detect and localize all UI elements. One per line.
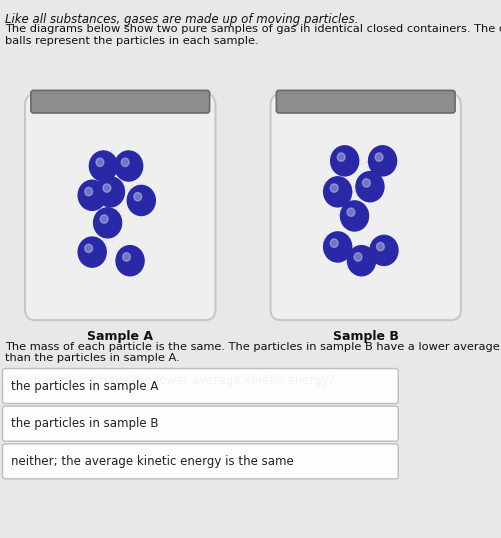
Text: Sample A: Sample A	[87, 330, 153, 343]
Circle shape	[341, 201, 369, 231]
FancyBboxPatch shape	[277, 90, 455, 113]
Circle shape	[348, 246, 376, 276]
FancyBboxPatch shape	[3, 444, 398, 479]
Circle shape	[356, 172, 384, 202]
Circle shape	[370, 235, 398, 265]
Text: Which particles have the lower average kinetic energy?: Which particles have the lower average k…	[5, 374, 335, 387]
Circle shape	[96, 158, 104, 166]
Circle shape	[100, 215, 108, 223]
Circle shape	[78, 180, 106, 210]
Circle shape	[127, 186, 155, 216]
Text: The mass of each particle is the same. The particles in sample B have a lower av: The mass of each particle is the same. T…	[5, 342, 501, 363]
Circle shape	[324, 177, 352, 207]
FancyBboxPatch shape	[3, 369, 398, 404]
Circle shape	[96, 177, 124, 207]
FancyBboxPatch shape	[3, 406, 398, 441]
Circle shape	[331, 146, 359, 176]
Circle shape	[89, 151, 117, 181]
Circle shape	[85, 244, 93, 252]
Text: Like all substances, gases are made up of moving particles.: Like all substances, gases are made up o…	[5, 13, 358, 26]
Circle shape	[330, 184, 338, 192]
Circle shape	[369, 146, 397, 176]
Bar	[45, 103, 195, 113]
Circle shape	[375, 153, 383, 161]
Circle shape	[330, 239, 338, 247]
Circle shape	[116, 246, 144, 276]
Circle shape	[377, 243, 384, 251]
Text: neither; the average kinetic energy is the same: neither; the average kinetic energy is t…	[11, 455, 294, 468]
Text: the particles in sample A: the particles in sample A	[11, 379, 158, 393]
Text: The diagrams below show two pure samples of gas in identical closed containers. : The diagrams below show two pure samples…	[5, 24, 501, 46]
Circle shape	[354, 253, 362, 261]
Circle shape	[121, 158, 129, 166]
Circle shape	[134, 193, 142, 201]
Circle shape	[324, 232, 352, 262]
Circle shape	[123, 253, 130, 261]
Circle shape	[78, 237, 106, 267]
Circle shape	[337, 153, 345, 161]
Circle shape	[363, 179, 370, 187]
Circle shape	[85, 187, 93, 196]
Circle shape	[94, 208, 122, 238]
FancyBboxPatch shape	[25, 94, 215, 320]
Bar	[291, 103, 441, 113]
FancyBboxPatch shape	[271, 94, 461, 320]
Circle shape	[347, 208, 355, 216]
Text: Sample B: Sample B	[333, 330, 399, 343]
FancyBboxPatch shape	[31, 90, 209, 113]
Circle shape	[103, 184, 111, 192]
Circle shape	[115, 151, 143, 181]
Text: the particles in sample B: the particles in sample B	[11, 417, 158, 430]
